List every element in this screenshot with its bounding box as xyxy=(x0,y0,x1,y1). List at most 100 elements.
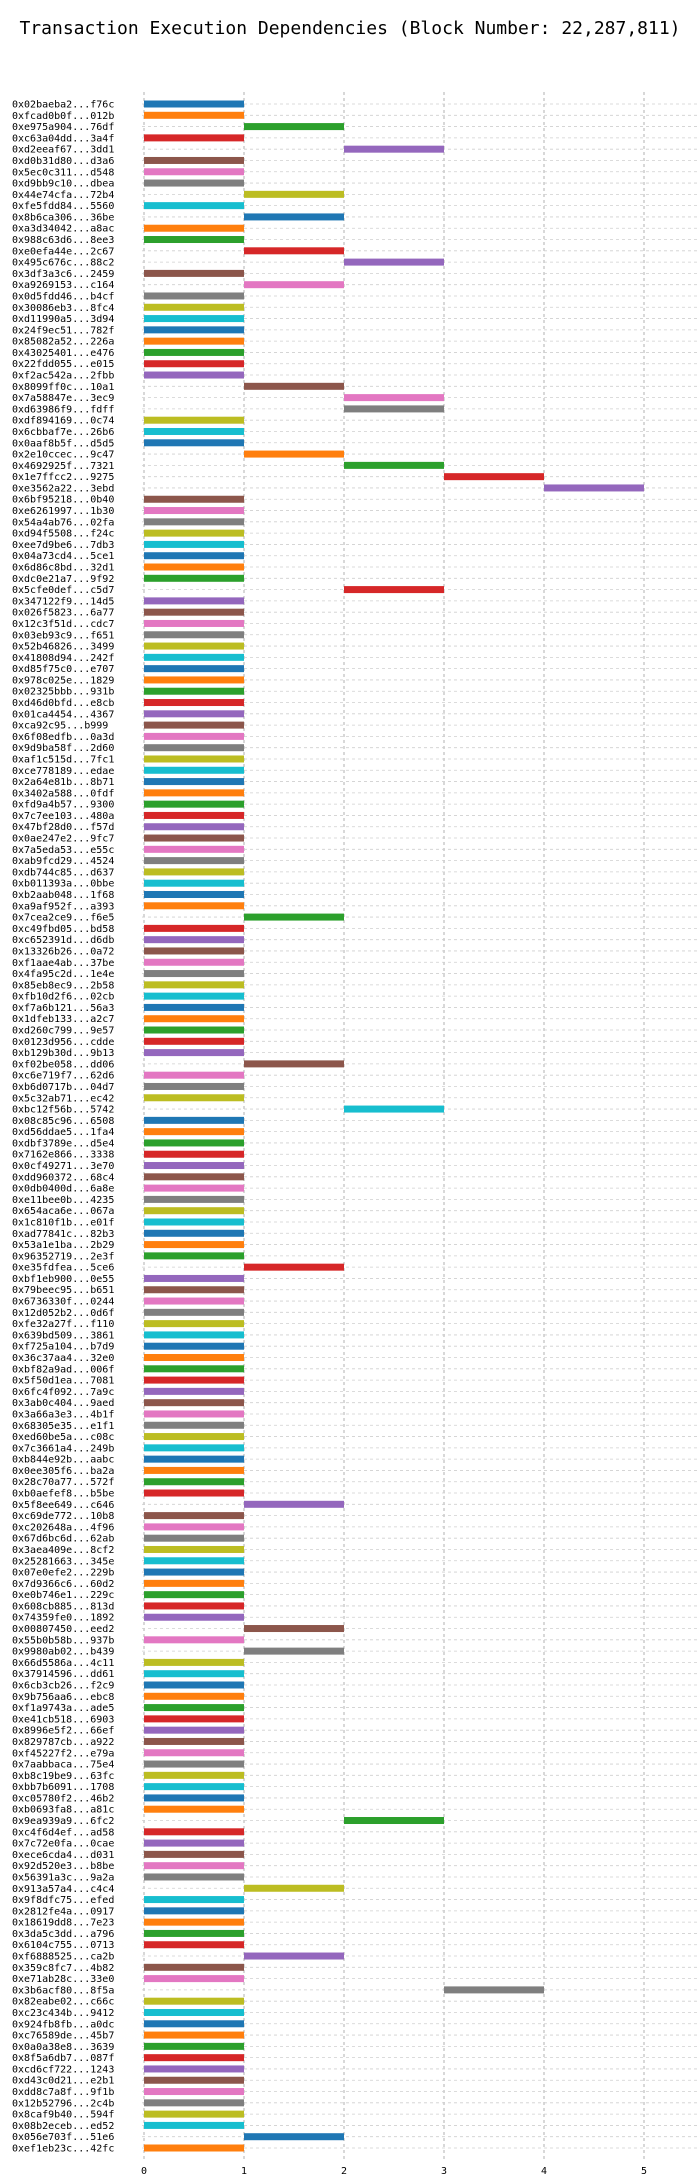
bar-74 xyxy=(144,936,244,944)
y-tick-label-119: 0x7c3661a4...249b xyxy=(12,1443,114,1454)
bar-62 xyxy=(144,800,244,808)
y-tick-label-170: 0x924fb8fb...a0dc xyxy=(12,2019,114,2030)
y-tick-label-176: 0xdd8c7a8f...9f1b xyxy=(12,2087,114,2098)
bar-105 xyxy=(144,1286,244,1294)
y-tick-label-165: 0x359c8fc7...4b82 xyxy=(12,1963,114,1974)
bar-69 xyxy=(144,879,244,887)
bar-30 xyxy=(144,439,244,447)
x-tick-label-3: 3 xyxy=(441,2166,447,2177)
y-tick-label-120: 0xb844e92b...aabc xyxy=(12,1455,114,1466)
bar-154 xyxy=(144,1839,244,1847)
bar-174 xyxy=(144,2065,244,2073)
y-tick-label-61: 0x3402a588...0fdf xyxy=(12,788,114,799)
y-tick-label-55: 0xca92c95...b999 xyxy=(12,721,108,732)
bar-19 xyxy=(144,315,244,323)
y-tick-label-98: 0x654aca6e...067a xyxy=(12,1206,114,1217)
y-tick-label-134: 0x74359fe0...1892 xyxy=(12,1613,114,1624)
bar-84 xyxy=(144,1049,244,1057)
y-tick-label-30: 0x0aaf8b5f...d5d5 xyxy=(12,438,114,449)
bar-31 xyxy=(244,450,344,458)
bar-89 xyxy=(344,1105,444,1113)
y-tick-label-25: 0x8099ff0c...10a1 xyxy=(12,382,114,393)
bar-134 xyxy=(144,1613,244,1621)
y-tick-label-33: 0x1e7ffcc2...9275 xyxy=(12,472,114,483)
y-tick-label-157: 0x56391a3c...9a2a xyxy=(12,1872,114,1883)
y-tick-label-112: 0xbf82a9ad...006f xyxy=(12,1364,114,1375)
bar-65 xyxy=(144,834,244,842)
y-tick-label-6: 0x5ec0c311...d548 xyxy=(12,167,114,178)
y-tick-label-90: 0x08c85c96...6508 xyxy=(12,1116,114,1127)
y-tick-label-113: 0x5f50d1ea...7081 xyxy=(12,1376,114,1387)
bar-90 xyxy=(144,1116,244,1124)
y-tick-label-22: 0x43025401...e476 xyxy=(12,348,114,359)
bar-38 xyxy=(144,529,244,537)
y-tick-label-143: 0xe41cb518...6903 xyxy=(12,1714,114,1725)
bar-177 xyxy=(144,2099,244,2107)
bar-156 xyxy=(144,1862,244,1870)
y-tick-label-50: 0xd85f75c0...e707 xyxy=(12,664,114,675)
bar-91 xyxy=(144,1128,244,1136)
bar-4 xyxy=(344,145,444,153)
y-tick-label-116: 0x3a66a3e3...4b1f xyxy=(12,1409,114,1420)
bar-26 xyxy=(344,394,444,402)
bar-164 xyxy=(244,1952,344,1960)
bar-80 xyxy=(144,1003,244,1011)
y-tick-label-180: 0x056e703f...51e6 xyxy=(12,2132,114,2143)
y-tick-label-150: 0xc05780f2...46b2 xyxy=(12,1793,114,1804)
y-tick-label-146: 0xf45227f2...e79a xyxy=(12,1748,114,1759)
y-tick-label-76: 0xf1aae4ab...37be xyxy=(12,958,114,969)
bar-123 xyxy=(144,1489,244,1497)
bar-115 xyxy=(144,1399,244,1407)
bar-104 xyxy=(144,1274,244,1282)
y-tick-label-125: 0xc69de772...10b8 xyxy=(12,1511,114,1522)
bar-88 xyxy=(144,1094,244,1102)
bar-56 xyxy=(144,732,244,740)
y-tick-label-14: 0x495c676c...88c2 xyxy=(12,258,114,269)
bar-109 xyxy=(144,1331,244,1339)
y-tick-label-104: 0xbf1eb900...0e55 xyxy=(12,1274,114,1285)
bar-12 xyxy=(144,236,244,244)
y-tick-label-11: 0xa3d34042...a8ac xyxy=(12,224,114,235)
y-tick-label-156: 0x92d520e3...b8be xyxy=(12,1861,114,1872)
bar-34 xyxy=(544,484,644,492)
y-tick-label-109: 0x639bd509...3861 xyxy=(12,1330,114,1341)
bar-96 xyxy=(144,1184,244,1192)
y-tick-label-152: 0x9ea939a9...6fc2 xyxy=(12,1816,114,1827)
bar-17 xyxy=(144,292,244,300)
bar-14 xyxy=(344,258,444,266)
y-tick-label-82: 0xd260c799...9e57 xyxy=(12,1026,114,1037)
bar-67 xyxy=(144,857,244,865)
bar-117 xyxy=(144,1421,244,1429)
bar-49 xyxy=(144,653,244,661)
bar-76 xyxy=(144,958,244,966)
y-tick-label-89: 0xbc12f56b...5742 xyxy=(12,1105,114,1116)
y-tick-label-79: 0xfb10d2f6...02cb xyxy=(12,992,114,1003)
bar-13 xyxy=(244,247,344,255)
y-tick-label-34: 0xe3562a22...3ebd xyxy=(12,483,114,494)
bar-118 xyxy=(144,1433,244,1441)
y-tick-label-128: 0x3aea409e...8cf2 xyxy=(12,1545,114,1556)
y-tick-label-149: 0xbb7b6091...1708 xyxy=(12,1782,114,1793)
bar-83 xyxy=(144,1037,244,1045)
bar-165 xyxy=(144,1963,244,1971)
y-tick-label-21: 0x85082a52...226a xyxy=(12,337,114,348)
bar-181 xyxy=(144,2144,244,2152)
y-tick-label-15: 0x3df3a3c6...2459 xyxy=(12,269,114,280)
y-tick-label-23: 0x22fdd055...e015 xyxy=(12,359,114,370)
bar-172 xyxy=(144,2042,244,2050)
bar-57 xyxy=(144,744,244,752)
bar-144 xyxy=(144,1726,244,1734)
bar-44 xyxy=(144,597,244,605)
y-tick-label-26: 0x7a58847e...3ec9 xyxy=(12,393,114,404)
bar-152 xyxy=(344,1817,444,1825)
bar-75 xyxy=(144,947,244,955)
bar-146 xyxy=(144,1749,244,1757)
bar-103 xyxy=(244,1263,344,1271)
chart-title: Transaction Execution Dependencies (Bloc… xyxy=(19,18,681,39)
x-tick-label-5: 5 xyxy=(641,2166,647,2177)
y-tick-label-78: 0x85eb8ec9...2b58 xyxy=(12,980,114,991)
y-tick-label-80: 0xf7a6b121...56a3 xyxy=(12,1003,114,1014)
y-tick-label-179: 0x08b2eceb...ed52 xyxy=(12,2121,114,2132)
y-tick-label-129: 0x25281663...345e xyxy=(12,1556,114,1567)
y-tick-label-57: 0x9d9ba58f...2d60 xyxy=(12,743,114,754)
